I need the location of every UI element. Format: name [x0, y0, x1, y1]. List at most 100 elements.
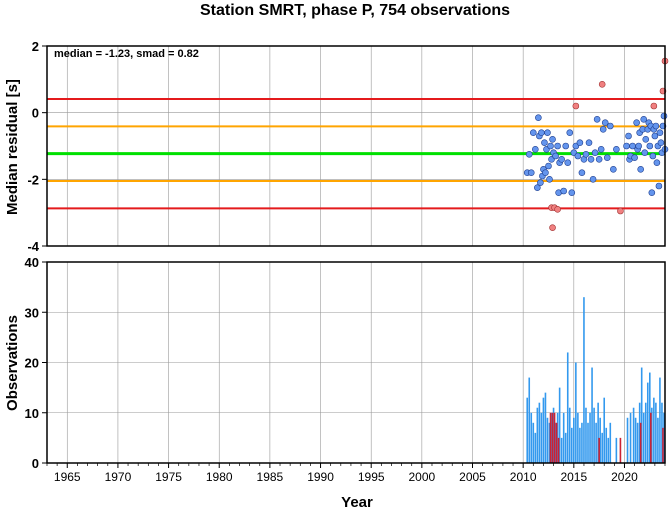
residual-point — [544, 129, 551, 136]
residual-point — [532, 146, 539, 153]
observation-bar — [640, 367, 643, 463]
outlier-bar — [551, 412, 554, 463]
observation-bar — [562, 412, 565, 463]
residual-point — [558, 156, 565, 163]
residual-point — [606, 122, 614, 130]
x-tick-label: 1980 — [206, 470, 233, 484]
observation-bar — [540, 412, 543, 463]
residual-panel: 2 0 -2 -4 median = -1.23, smad = 0.82 Media… — [4, 39, 669, 254]
residual-point — [657, 139, 665, 146]
top-y-tick-label: 2 — [32, 39, 39, 54]
residual-point — [534, 184, 541, 191]
residual-point — [554, 142, 561, 150]
observation-bars — [526, 297, 665, 463]
residual-point — [525, 151, 533, 158]
outlier-bar — [639, 422, 642, 463]
median-annotation: median = -1.23, smad = 0.82 — [54, 48, 199, 60]
observation-bar — [587, 422, 589, 463]
residual-point — [633, 119, 640, 126]
observation-bar — [657, 417, 659, 463]
top-y-ticks: 2 0 -2 -4 — [27, 39, 47, 254]
observation-bar — [655, 402, 657, 463]
observation-bar — [595, 422, 597, 463]
outlier-point — [554, 206, 561, 213]
observation-bar — [634, 417, 637, 463]
x-tick-label: 2005 — [459, 470, 486, 484]
observation-bar — [548, 422, 551, 463]
x-tick-label: 1995 — [358, 470, 385, 484]
residual-point — [535, 114, 542, 121]
residual-point — [646, 142, 654, 150]
residual-point — [597, 146, 605, 153]
residual-point — [635, 142, 642, 150]
observation-bar — [629, 412, 632, 463]
bottom-y-ticks: 0 10 20 30 40 — [25, 255, 47, 471]
outlier-point — [549, 224, 556, 231]
residual-point — [564, 159, 572, 166]
observation-bar — [585, 407, 587, 463]
bottom-y-tick-label: 30 — [25, 305, 39, 320]
residual-point — [582, 151, 590, 158]
residual-point — [601, 119, 609, 126]
observation-bar — [554, 422, 557, 463]
observation-bar — [534, 432, 537, 463]
top-y-axis-label: Median residual [s] — [4, 79, 21, 215]
observation-bar — [601, 432, 603, 463]
residual-point — [578, 169, 586, 176]
outlier-bar — [619, 437, 622, 463]
observation-bar — [560, 437, 563, 463]
observation-bar — [649, 372, 651, 463]
outlier-bar — [598, 437, 600, 463]
observation-bar — [663, 412, 665, 463]
outlier-bar — [662, 427, 664, 463]
observation-bar — [661, 402, 663, 463]
observation-bar — [579, 427, 581, 463]
residual-point — [593, 116, 601, 123]
observation-bar — [532, 422, 535, 463]
observation-bar — [638, 402, 641, 463]
observation-bar — [530, 412, 533, 463]
x-tick-label: 1965 — [54, 470, 81, 484]
observation-bar — [597, 402, 599, 463]
outlier-bar — [650, 412, 652, 463]
residual-point — [527, 169, 535, 176]
residual-point — [538, 129, 545, 136]
x-tick-label: 2020 — [611, 470, 638, 484]
observation-bar — [603, 397, 606, 463]
observation-bar — [558, 387, 561, 463]
residual-point — [642, 136, 650, 143]
observation-bar — [528, 377, 531, 463]
threshold-lines — [47, 98, 665, 210]
observation-bar — [566, 352, 569, 463]
residual-point — [625, 132, 632, 140]
observation-bar — [626, 417, 629, 463]
outlier-point — [617, 207, 624, 215]
observation-bar — [568, 407, 571, 463]
observation-bar — [589, 412, 591, 463]
residual-point — [631, 154, 638, 161]
observation-bar — [642, 412, 645, 463]
top-y-tick-label: -2 — [27, 172, 39, 187]
observation-bar — [609, 422, 612, 463]
observation-bar — [526, 397, 529, 463]
outlier-bar — [557, 437, 560, 463]
observation-bar — [659, 377, 661, 463]
chart-title: Station SMRT, phase P, 754 observations — [200, 2, 510, 19]
bottom-y-tick-label: 0 — [32, 456, 39, 471]
residual-point — [589, 176, 597, 183]
observation-bar — [552, 407, 555, 463]
residual-point — [541, 139, 548, 146]
observation-bar — [605, 427, 608, 463]
x-tick-label: 2015 — [560, 470, 587, 484]
residual-point — [653, 159, 661, 166]
residual-point — [603, 154, 611, 161]
observation-bar — [607, 437, 610, 463]
observation-bar — [546, 417, 549, 463]
bottom-y-tick-label: 40 — [25, 255, 39, 270]
x-axis-label: Year — [341, 494, 373, 511]
x-tick-label: 2010 — [510, 470, 537, 484]
x-tick-label: 2000 — [409, 470, 436, 484]
outlier-point — [572, 102, 580, 110]
observation-bar — [570, 427, 573, 463]
